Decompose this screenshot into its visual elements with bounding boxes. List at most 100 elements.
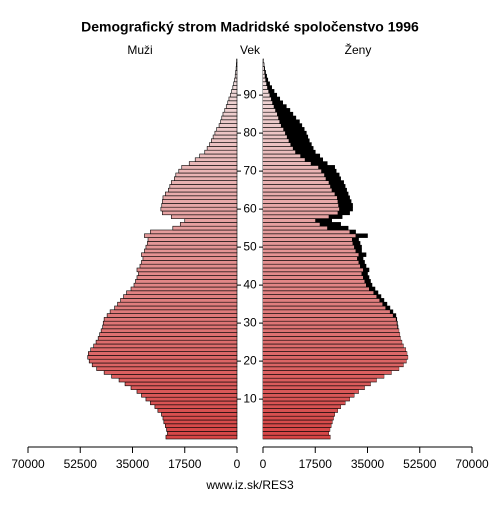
male-bar [150, 401, 237, 405]
female-bar-common [263, 181, 329, 184]
male-bar [97, 367, 237, 371]
male-bar [125, 382, 237, 386]
female-bar-common [263, 322, 397, 325]
male-bar [124, 295, 237, 299]
male-bar [103, 321, 237, 325]
female-bar-common [263, 158, 305, 161]
footer: www.iz.sk/RES3 [205, 478, 294, 492]
x-tick-label: 70000 [455, 457, 489, 471]
male-bar [144, 249, 237, 253]
center-label: Vek [240, 43, 261, 57]
female-bar-common [263, 124, 281, 127]
male-bar [88, 355, 237, 359]
female-bar-common [263, 424, 331, 427]
male-bar [100, 333, 237, 337]
female-bar-common [263, 367, 399, 370]
male-bar [94, 344, 237, 348]
female-bar-common [263, 101, 272, 104]
male-bar [144, 234, 237, 238]
male-bar [96, 340, 237, 344]
male-bar [171, 181, 237, 185]
female-bar-common [263, 325, 397, 328]
female-bar-common [263, 192, 335, 195]
female-bar-common [263, 420, 332, 423]
male-bar [91, 348, 237, 352]
male-bar [146, 245, 237, 249]
female-bar-common [263, 401, 345, 404]
female-bar-common [263, 116, 278, 119]
y-tick-label: 40 [243, 277, 257, 291]
male-bar [143, 257, 237, 261]
female-bar-common [263, 261, 359, 264]
male-bar [138, 272, 237, 276]
female-bar-common [263, 234, 356, 237]
x-tick-label: 52500 [64, 457, 98, 471]
female-bar-common [263, 375, 384, 378]
male-bar [141, 253, 237, 257]
male-bar [140, 264, 237, 268]
female-bar-common [263, 120, 279, 123]
male-bar [137, 276, 237, 280]
female-bar-common [263, 147, 293, 150]
male-bar [167, 431, 237, 435]
male-bar [107, 314, 237, 318]
male-bar [103, 325, 237, 329]
x-tick-label: 0 [234, 457, 241, 471]
male-bar [135, 279, 237, 283]
female-bar-common [263, 200, 338, 203]
female-bar-common [263, 318, 396, 321]
female-bar-common [263, 249, 356, 252]
male-bar [174, 177, 237, 181]
female-bar-common [263, 151, 295, 154]
female-bar-common [263, 63, 264, 66]
female-bar-common [263, 143, 290, 146]
female-bar-common [263, 287, 369, 290]
male-bar [235, 74, 237, 78]
male-bar [217, 127, 237, 131]
male-bar [225, 108, 237, 112]
x-tick-label: 17500 [299, 457, 333, 471]
male-bar [163, 416, 237, 420]
y-tick-label: 70 [243, 163, 257, 177]
x-tick-label: 70000 [11, 457, 45, 471]
female-bar-common [263, 86, 267, 89]
male-bar [179, 169, 237, 173]
male-bar [104, 371, 237, 375]
female-bar-common [263, 390, 359, 393]
female-bar-common [263, 386, 365, 389]
female-bar-common [263, 223, 320, 226]
female-bar-common [263, 105, 274, 108]
female-bar-common [263, 215, 329, 218]
male-bar [185, 219, 237, 223]
male-bar [165, 192, 237, 196]
chart-title: Demografický strom Madridské spoločenstv… [81, 19, 419, 35]
female-bar-common [263, 196, 337, 199]
female-bar-common [263, 341, 402, 344]
female-bar-common [263, 173, 324, 176]
female-bar-common [263, 432, 329, 435]
female-bar-common [263, 162, 311, 165]
female-bar-common [263, 428, 330, 431]
male-bar [223, 112, 237, 116]
male-bar [137, 390, 237, 394]
male-bar [101, 329, 237, 333]
female-bar-common [263, 208, 339, 211]
female-bar-common [263, 314, 393, 317]
male-bar [89, 359, 237, 363]
male-bar [167, 428, 237, 432]
female-bar-common [263, 329, 399, 332]
female-bar-common [263, 253, 359, 256]
male-bar [131, 386, 237, 390]
male-bar [207, 146, 237, 150]
male-bar [98, 336, 237, 340]
male-bar [92, 363, 237, 367]
male-bar [162, 200, 237, 204]
female-bar-common [263, 185, 330, 188]
male-bar [228, 101, 237, 105]
male-bar [236, 70, 237, 74]
male-bar [219, 124, 237, 128]
female-bar-common [263, 67, 264, 70]
female-bar-common [263, 128, 283, 131]
female-bar-common [263, 348, 406, 351]
